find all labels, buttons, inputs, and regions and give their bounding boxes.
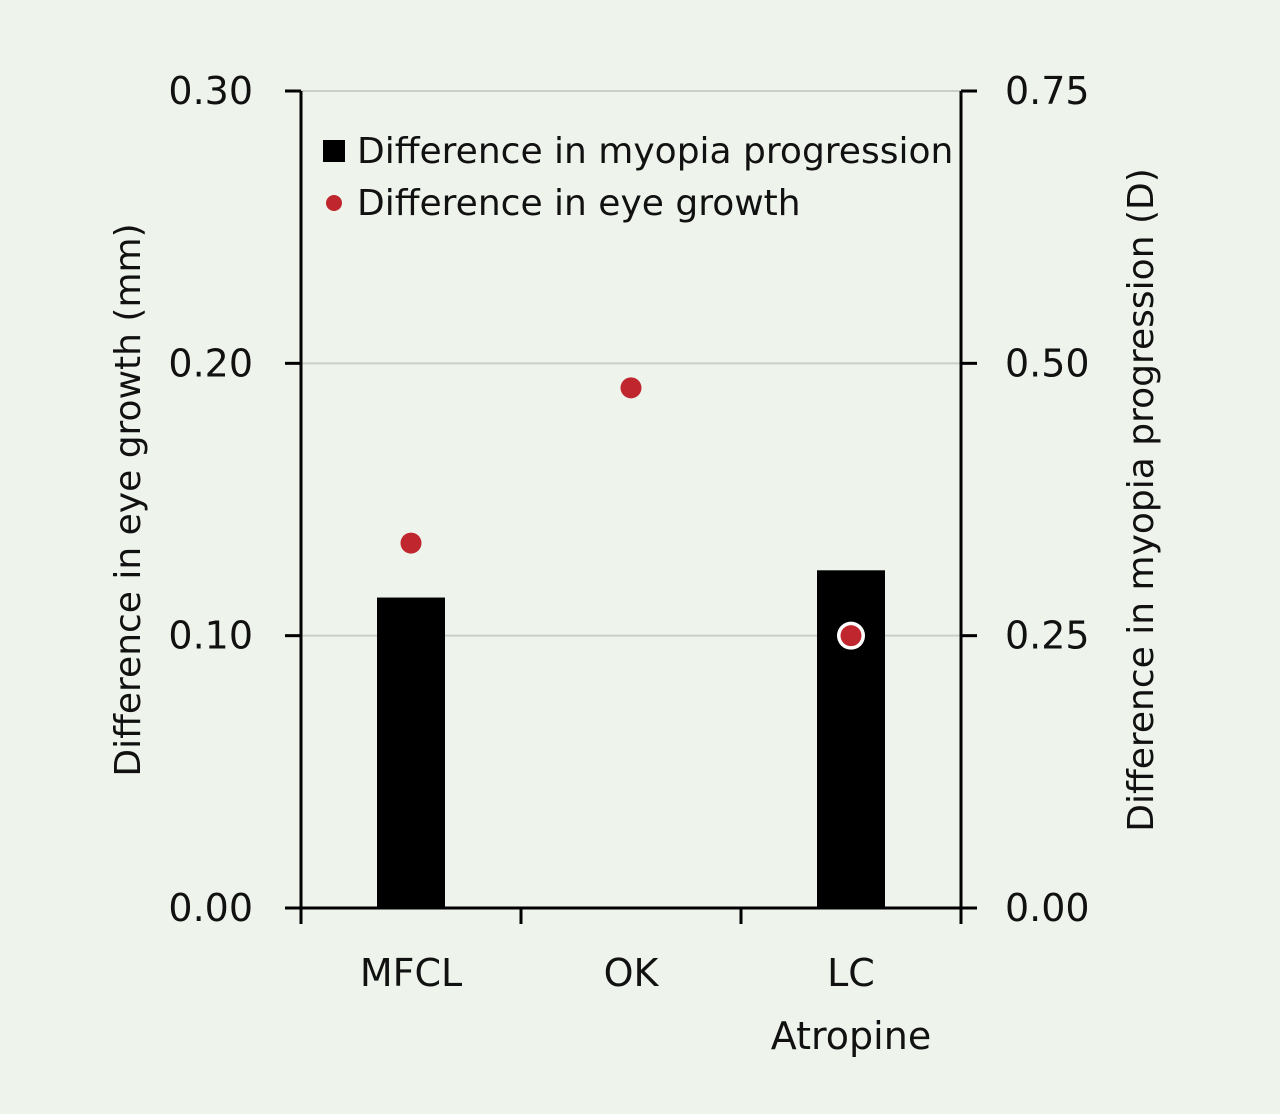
left-tick-label: 0.00 bbox=[168, 886, 253, 930]
axes bbox=[285, 89, 977, 924]
bar-series bbox=[377, 570, 885, 908]
category-label: LC bbox=[827, 951, 875, 995]
left-tick-label: 0.20 bbox=[168, 341, 253, 385]
left-axis-title: Difference in eye growth (mm) bbox=[108, 223, 149, 776]
right-tick-label: 0.75 bbox=[1005, 69, 1090, 113]
data-point bbox=[400, 532, 422, 554]
category-label: OK bbox=[604, 951, 660, 995]
category-label: MFCL bbox=[360, 951, 462, 995]
data-point bbox=[620, 377, 642, 399]
legend-swatch-point bbox=[326, 195, 342, 211]
right-tick-label: 0.00 bbox=[1005, 886, 1090, 930]
legend: Difference in myopia progression Differe… bbox=[323, 131, 953, 224]
tick-labels: 0.00 0.10 0.20 0.30 0.00 0.25 0.50 0.75 bbox=[168, 69, 1089, 930]
right-tick-label: 0.50 bbox=[1005, 341, 1090, 385]
bar bbox=[817, 570, 885, 908]
category-labels: MFCL OK LC Atropine bbox=[360, 951, 931, 1058]
legend-swatch-bar bbox=[323, 140, 345, 162]
gridlines bbox=[301, 90, 961, 637]
right-axis-title: Difference in myopia progression (D) bbox=[1121, 168, 1162, 832]
bar bbox=[377, 597, 445, 908]
left-tick-label: 0.10 bbox=[168, 614, 253, 658]
left-tick-label: 0.30 bbox=[168, 69, 253, 113]
legend-label-bar: Difference in myopia progression bbox=[357, 131, 953, 172]
right-tick-label: 0.25 bbox=[1005, 614, 1090, 658]
point-series bbox=[400, 377, 865, 650]
category-label: Atropine bbox=[771, 1014, 931, 1058]
legend-label-point: Difference in eye growth bbox=[357, 183, 801, 224]
data-point bbox=[840, 625, 862, 647]
